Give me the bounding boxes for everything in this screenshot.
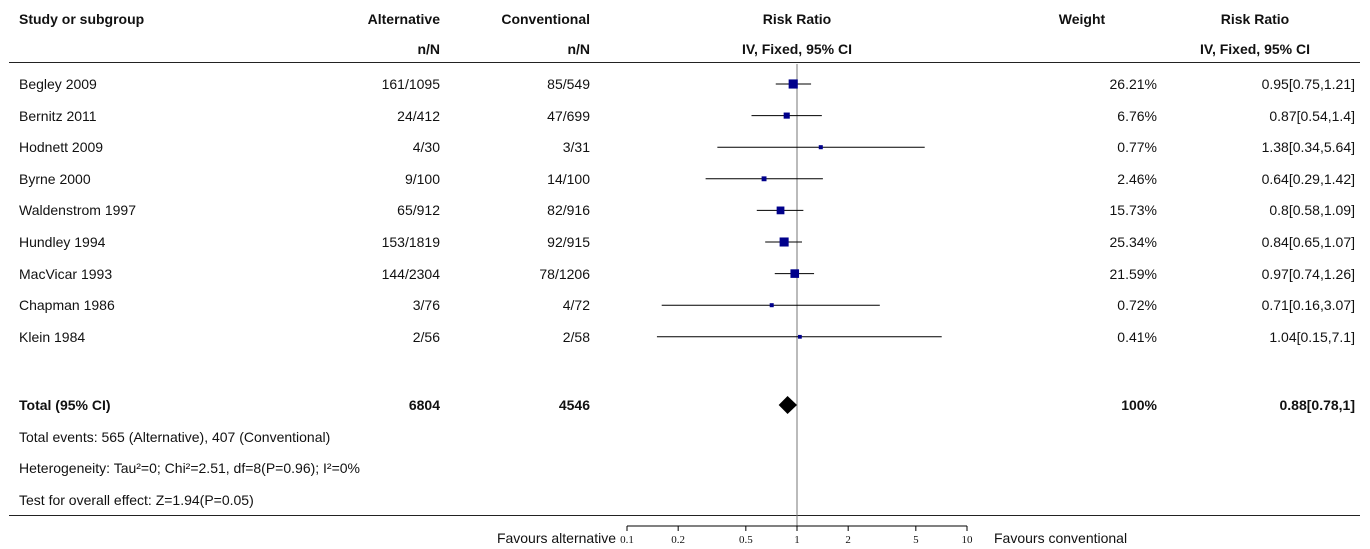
x-axis-tick-label: 0.5 [739,534,753,546]
study-alternative-count: 65/912 [397,202,440,219]
total-alternative: 6804 [408,397,440,413]
header-ci-sub-2: IV, Fixed, 95% CI [1200,41,1310,57]
study-ci: 0.84[0.65,1.07] [1261,234,1355,250]
total-weight: 100% [1121,397,1157,413]
favours-alternative-label: Favours alternative [496,530,616,546]
header-risk-ratio: Risk Ratio [762,11,832,27]
study-weight: 0.77% [1117,139,1157,156]
study-effect-marker [818,145,823,150]
header-alternative: Alternative [367,11,440,27]
study-weight: 0.41% [1117,328,1157,345]
study-alternative-count: 144/2304 [381,265,440,282]
study-effect-marker [788,79,798,89]
study-name: Begley 2009 [19,76,97,92]
study-name: Klein 1984 [19,328,86,345]
study-weight: 21.59% [1109,265,1157,282]
study-weight: 26.21% [1109,76,1157,92]
study-weight: 2.46% [1117,170,1157,187]
study-effect-marker [776,206,785,215]
x-axis-tick-label: 2 [845,534,851,546]
header-divider [9,62,1360,63]
study-name: Hodnett 2009 [19,139,104,156]
study-name: Hundley 1994 [19,234,106,250]
bottom-divider [9,515,1360,516]
study-conventional-count: 82/916 [547,202,590,219]
study-weight: 25.34% [1109,234,1157,250]
x-axis-tick-label: 10 [962,534,974,546]
study-conventional-count: 4/72 [562,297,590,314]
study-ci: 0.87[0.54,1.4] [1269,107,1355,124]
study-alternative-count: 24/412 [397,107,440,124]
footnote-overall-effect: Test for overall effect: Z=1.94(P=0.05) [19,492,254,508]
total-ci: 0.88[0.78,1] [1279,397,1356,413]
x-axis-tick-label: 0.2 [671,534,685,546]
study-ci: 0.8[0.58,1.09] [1269,202,1355,219]
total-conventional: 4546 [558,397,590,413]
header-conventional-sub: n/N [567,41,590,57]
study-conventional-count: 47/699 [547,107,590,124]
study-effect-marker [761,176,767,182]
favours-conventional-label: Favours conventional [994,530,1128,546]
study-alternative-count: 153/1819 [381,234,440,250]
study-name: MacVicar 1993 [19,265,113,282]
study-effect-marker [769,303,774,308]
study-effect-marker [779,237,789,247]
x-axis-tick-label: 1 [794,534,800,546]
study-conventional-count: 14/100 [547,170,590,187]
study-ci: 1.04[0.15,7.1] [1269,328,1355,345]
study-weight: 15.73% [1109,202,1157,219]
header-alternative-sub: n/N [417,41,440,57]
header-study: Study or subgroup [19,11,145,27]
study-alternative-count: 3/76 [412,297,440,314]
study-name: Byrne 2000 [19,170,91,187]
study-name: Waldenstrom 1997 [19,202,136,219]
study-alternative-count: 9/100 [404,170,440,187]
total-label: Total (95% CI) [19,397,111,413]
study-ci: 0.97[0.74,1.26] [1261,265,1355,282]
x-axis-tick-label: 5 [913,534,919,546]
study-weight: 6.76% [1117,107,1157,124]
x-axis-tick-label: 0.1 [620,534,634,546]
study-ci: 1.38[0.34,5.64] [1261,139,1355,156]
study-conventional-count: 2/58 [562,328,590,345]
study-conventional-count: 85/549 [547,76,590,92]
footnote-events: Total events: 565 (Alternative), 407 (Co… [19,429,331,445]
study-conventional-count: 78/1206 [539,265,590,282]
study-alternative-count: 161/1095 [381,76,440,92]
header-conventional: Conventional [501,11,590,27]
study-alternative-count: 4/30 [412,139,440,156]
study-effect-marker [783,112,790,119]
study-effect-marker [798,334,802,339]
study-ci: 0.64[0.29,1.42] [1261,170,1355,187]
study-conventional-count: 92/915 [547,234,590,250]
study-ci: 0.95[0.75,1.21] [1261,76,1355,92]
study-effect-marker [790,269,800,278]
study-weight: 0.72% [1117,297,1157,314]
footnote-heterogeneity: Heterogeneity: Tau²=0; Chi²=2.51, df=8(P… [19,460,361,476]
header-risk-ratio-2: Risk Ratio [1220,11,1290,27]
study-name: Bernitz 2011 [19,107,97,124]
study-conventional-count: 3/31 [562,139,590,156]
study-ci: 0.71[0.16,3.07] [1261,297,1355,314]
summary-diamond [778,396,797,414]
header-ci-sub: IV, Fixed, 95% CI [742,41,852,57]
study-name: Chapman 1986 [19,297,115,314]
study-alternative-count: 2/56 [412,328,440,345]
header-weight: Weight [1058,11,1106,27]
